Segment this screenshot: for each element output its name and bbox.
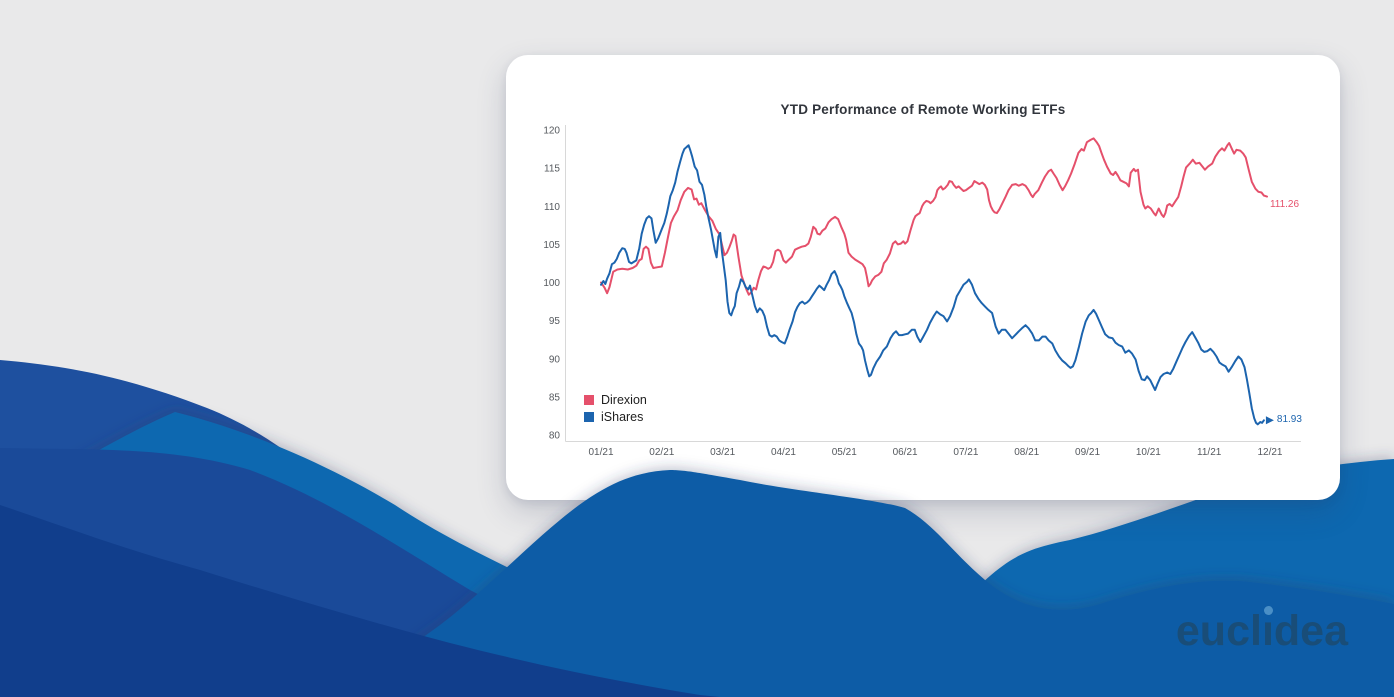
- y-tick-label: 110: [544, 202, 560, 213]
- x-tick-label: 01/21: [588, 447, 613, 458]
- x-tick-label: 09/21: [1075, 447, 1100, 458]
- x-tick-label: 05/21: [832, 447, 857, 458]
- ishares-end-value: 81.93: [1276, 414, 1302, 426]
- y-axis-labels: 120 115 110 105 100 95 90 85 80: [543, 126, 560, 442]
- logo-letter-i: ı: [1261, 606, 1274, 655]
- direxion-end-value: 111.26: [1269, 198, 1300, 210]
- y-tick-label: 115: [544, 164, 560, 175]
- x-tick-label: 07/21: [953, 447, 978, 458]
- legend-item-direxion: Direxion: [584, 391, 647, 408]
- x-tick-label: 02/21: [649, 447, 674, 458]
- x-axis-labels: 01/21 02/21 03/21 04/21 05/21 06/21 07/21 08/21…: [588, 447, 1282, 458]
- chart-title: YTD Performance of Remote Working ETFs: [780, 102, 1066, 117]
- wave-main-front: [320, 470, 1394, 697]
- y-tick-label: 80: [549, 431, 561, 442]
- axis-lines: [565, 125, 1301, 442]
- x-tick-label: 11/21: [1197, 447, 1222, 458]
- direxion-swatch: [584, 394, 594, 405]
- x-tick-label: 12/21: [1257, 447, 1282, 458]
- wave-navy-front: [0, 505, 720, 697]
- legend-item-ishares: iShares: [584, 408, 647, 425]
- chart-legend: Direxion iShares: [584, 391, 647, 425]
- ishares-swatch: [584, 411, 594, 422]
- y-tick-label: 85: [549, 392, 561, 403]
- logo-i-dot: [1263, 606, 1273, 615]
- y-tick-label: 90: [549, 354, 561, 365]
- brand-logo: euclı dea: [1175, 606, 1348, 655]
- x-tick-label: 03/21: [710, 447, 735, 458]
- x-tick-label: 04/21: [771, 447, 796, 458]
- y-tick-label: 95: [549, 316, 561, 327]
- x-tick-label: 08/21: [1014, 447, 1039, 458]
- y-tick-label: 120: [543, 126, 560, 137]
- direxion-label: Direxion: [601, 392, 647, 407]
- series-lines: [600, 137, 1274, 426]
- end-arrow-icon: [1265, 416, 1274, 425]
- ishares-label: iShares: [601, 409, 644, 424]
- y-tick-label: 105: [543, 240, 560, 251]
- chart-card: YTD Performance of Remote Working ETFs 1…: [506, 55, 1340, 500]
- logo-text-pre: eucl: [1175, 607, 1262, 655]
- x-tick-label: 06/21: [893, 447, 918, 458]
- x-tick-label: 10/21: [1136, 447, 1161, 458]
- logo-text-post: dea: [1273, 607, 1348, 655]
- y-tick-label: 100: [543, 278, 560, 289]
- direxion-line: [600, 137, 1268, 296]
- ishares-line: [600, 144, 1265, 426]
